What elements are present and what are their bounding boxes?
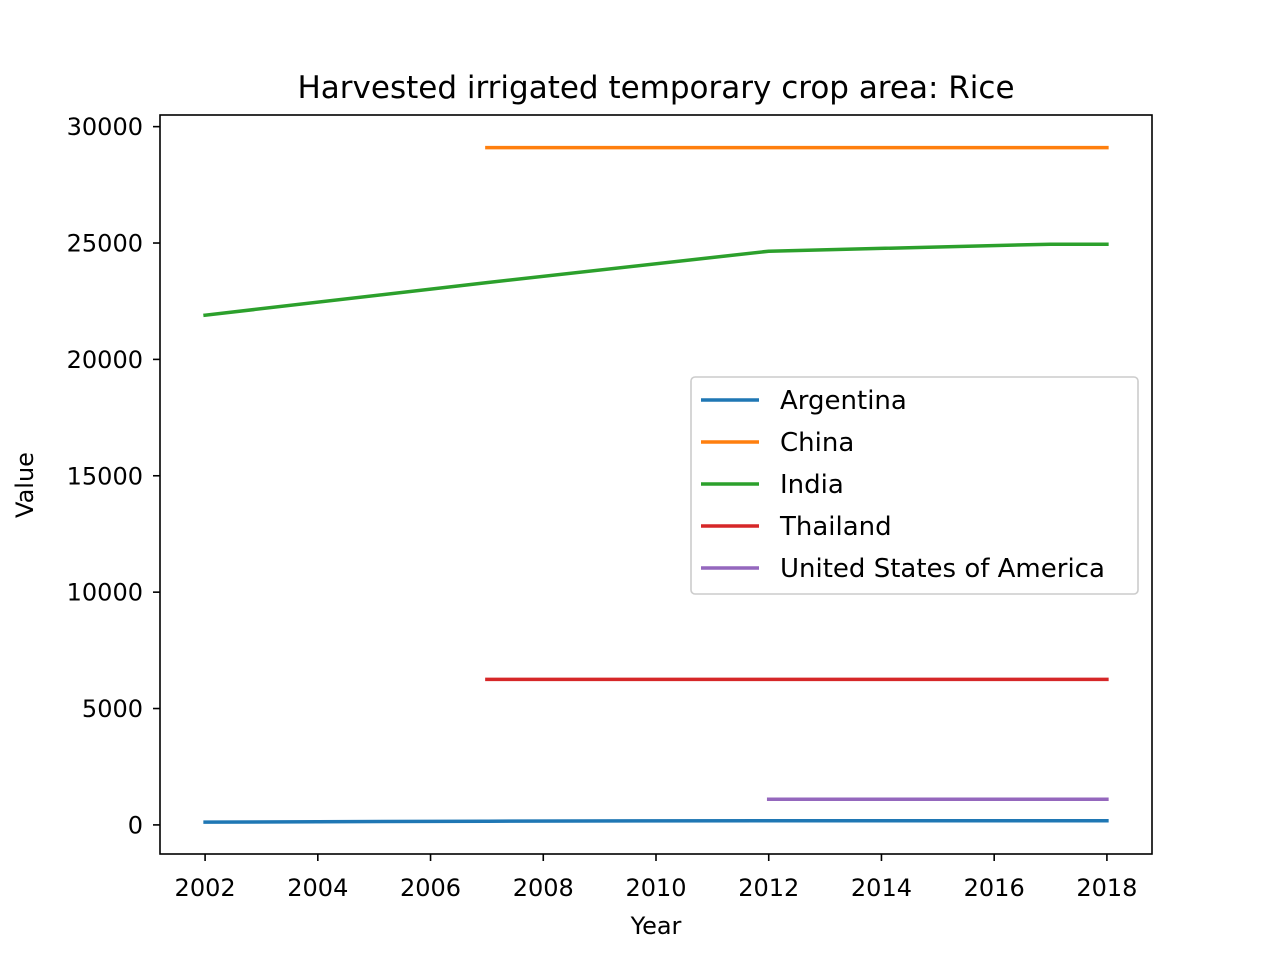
y-tick-label: 20000 <box>67 346 143 374</box>
legend-label-3: Thailand <box>779 512 892 542</box>
x-tick-label: 2008 <box>513 874 574 902</box>
y-tick-label: 0 <box>128 811 143 839</box>
x-tick-label: 2002 <box>175 874 236 902</box>
legend-label-1: China <box>780 428 854 458</box>
plot-series <box>203 145 1109 824</box>
x-tick-label: 2004 <box>287 874 348 902</box>
x-tick-label: 2014 <box>851 874 912 902</box>
y-tick-label: 30000 <box>67 113 143 141</box>
chart-title: Harvested irrigated temporary crop area:… <box>297 70 1014 106</box>
x-tick-label: 2012 <box>738 874 799 902</box>
legend-label-0: Argentina <box>780 386 907 416</box>
x-tick-label: 2016 <box>964 874 1025 902</box>
x-tick-label: 2006 <box>400 874 461 902</box>
series-line-2 <box>203 242 1109 318</box>
x-axis-label: Year <box>630 912 682 940</box>
x-axis: 2002 2004 2006 2008 2010 2012 2014 2016 2018 <box>175 854 1137 902</box>
x-tick-label: 2018 <box>1076 874 1137 902</box>
y-tick-label: 10000 <box>67 579 143 607</box>
legend-entries: Argentina China India Thailand United States… <box>701 386 1105 584</box>
x-tick-label: 2010 <box>625 874 686 902</box>
series-line-0 <box>203 818 1109 824</box>
legend-label-2: India <box>780 470 844 500</box>
legend: Argentina China India Thailand United States… <box>690 376 1139 595</box>
y-axis: 0 5000 10000 15000 20000 25000 30000 <box>67 113 160 839</box>
y-tick-label: 5000 <box>82 695 143 723</box>
y-tick-label: 25000 <box>67 230 143 258</box>
legend-label-4: United States of America <box>780 554 1105 584</box>
y-tick-label: 15000 <box>67 462 143 490</box>
y-axis-label: Value <box>11 452 39 518</box>
legend-box <box>690 376 1139 595</box>
